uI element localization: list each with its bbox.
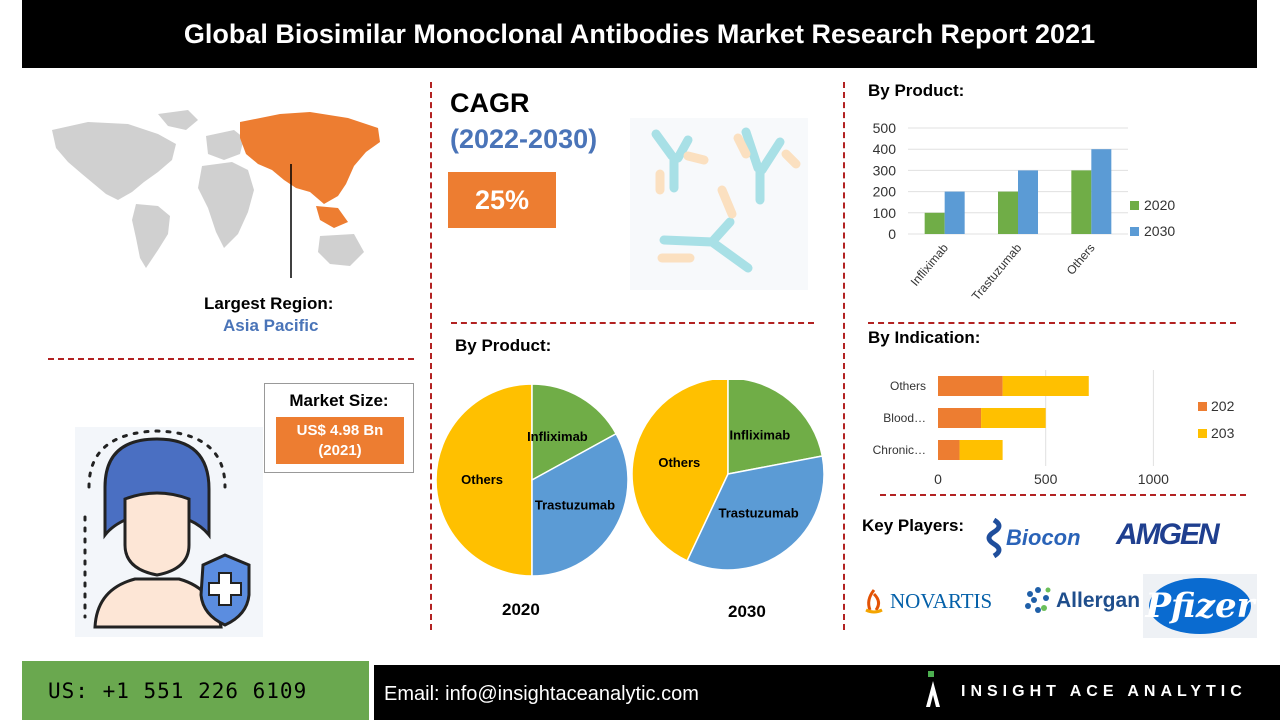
pie-label: Trastuzumab xyxy=(535,497,615,512)
pie-slice-trastuzumab xyxy=(686,455,825,571)
amgen-logo: AMGEN xyxy=(1116,518,1220,551)
page-title-bar: Global Biosimilar Monoclonal Antibodies … xyxy=(22,0,1257,68)
x-tick-label: 1000 xyxy=(1138,471,1169,487)
x-tick-label: Others xyxy=(1064,241,1098,278)
x-tick-label: 500 xyxy=(1034,471,1058,487)
bar-2020 xyxy=(938,376,1003,396)
y-tick-label: Others xyxy=(890,379,926,393)
legend-swatch xyxy=(1198,429,1207,438)
divider xyxy=(451,322,814,324)
pie-2030-label: 2030 xyxy=(728,602,766,621)
cagr-title: CAGR xyxy=(450,88,530,118)
y-tick-label: 500 xyxy=(873,120,897,136)
footer-bar: Email: info@insightaceanalytic.com INSIG… xyxy=(374,665,1280,720)
bar-2030 xyxy=(1018,170,1038,234)
pie-slice-others xyxy=(435,383,533,577)
bar-2020 xyxy=(924,212,945,234)
legend-label: 2020 xyxy=(1211,398,1234,414)
divider xyxy=(868,322,1236,324)
cagr-value: 25% xyxy=(448,172,556,228)
market-size-value-box: US$ 4.98 Bn (2021) xyxy=(276,417,404,464)
largest-region-label: Largest Region: xyxy=(204,294,334,313)
novartis-logo: NOVARTIS xyxy=(862,588,992,614)
bar-2020 xyxy=(938,440,960,460)
bar-2020 xyxy=(998,191,1018,234)
y-tick-label: Chronic… xyxy=(873,443,926,457)
bar-2020 xyxy=(938,408,982,428)
legend-label: 2030 xyxy=(1211,425,1234,441)
divider xyxy=(430,82,432,630)
y-tick-label: 300 xyxy=(873,162,897,178)
y-tick-label: 0 xyxy=(888,226,896,242)
x-tick-label: Infliximab xyxy=(908,241,952,289)
y-tick-label: Blood… xyxy=(883,411,926,425)
divider xyxy=(48,358,414,360)
pie-label: Others xyxy=(658,455,700,470)
legend-swatch xyxy=(1130,227,1139,236)
x-tick-label: Trastuzumab xyxy=(969,241,1025,304)
market-size-value: US$ 4.98 Bn xyxy=(296,421,384,439)
key-players-title: Key Players: xyxy=(862,516,965,535)
page-title: Global Biosimilar Monoclonal Antibodies … xyxy=(183,18,1096,49)
product-bar-chart: 0 100 200 300 400 500 Infliximab Trastuzumab Oth… xyxy=(873,120,1176,304)
x-tick-label: 0 xyxy=(934,471,942,487)
email-contact: Email: info@insightaceanalytic.com xyxy=(384,683,699,705)
pie-slice-infliximab xyxy=(531,383,618,482)
brand-icon xyxy=(926,671,940,707)
pie-slice-infliximab xyxy=(727,380,824,475)
allergan-logo: Allergan xyxy=(1024,586,1140,616)
indication-bar-chart: 0 500 1000 Others Blood… Chronic… 2020 2030 xyxy=(873,370,1234,487)
legend-label: 2020 xyxy=(1144,197,1175,213)
largest-region-value: Asia Pacific xyxy=(223,316,319,335)
brand-name: INSIGHT ACE ANALYTIC xyxy=(961,683,1247,700)
pie-2020-label: 2020 xyxy=(502,600,540,619)
market-size-label: Market Size: xyxy=(289,391,389,410)
bar-2030 xyxy=(981,408,1046,428)
patient-shield-icon xyxy=(75,427,263,637)
bar-2030 xyxy=(1002,376,1089,396)
legend-label: 2030 xyxy=(1144,223,1175,239)
legend-swatch xyxy=(1198,402,1207,411)
pie-label: Others xyxy=(461,472,503,487)
bar-2030 xyxy=(1091,149,1112,234)
pfizer-logo: Pfizer xyxy=(1143,574,1257,638)
by-indication-title: By Indication: xyxy=(868,328,981,347)
bar-2030 xyxy=(959,440,1003,460)
biocon-logo: Biocon xyxy=(982,516,1090,560)
divider xyxy=(880,494,1246,496)
pie-label: Infliximab xyxy=(527,429,588,444)
bar-2030 xyxy=(944,191,965,234)
legend-swatch xyxy=(1130,201,1139,210)
market-size-box: Market Size: US$ 4.98 Bn (2021) xyxy=(264,383,414,473)
market-size-year: (2021) xyxy=(318,441,362,459)
cagr-period: (2022-2030) xyxy=(450,124,598,154)
by-product-bar-title: By Product: xyxy=(868,81,965,100)
pie-slice-others xyxy=(631,380,729,562)
pie-label: Trastuzumab xyxy=(719,505,799,520)
product-pie-charts: Others Infliximab Trastuzumab Others Inflixi… xyxy=(435,380,825,577)
phone-contact: US: +1 551 226 6109 xyxy=(22,661,369,720)
pie-slice-trastuzumab xyxy=(531,432,629,577)
bar-2020 xyxy=(1071,170,1092,234)
y-tick-label: 100 xyxy=(873,205,897,221)
y-tick-label: 400 xyxy=(873,141,897,157)
y-tick-label: 200 xyxy=(873,184,897,200)
world-map xyxy=(52,110,380,278)
by-product-pie-title: By Product: xyxy=(455,336,552,355)
antibody-icon xyxy=(630,118,808,290)
divider xyxy=(843,82,845,630)
pie-label: Infliximab xyxy=(729,428,790,443)
